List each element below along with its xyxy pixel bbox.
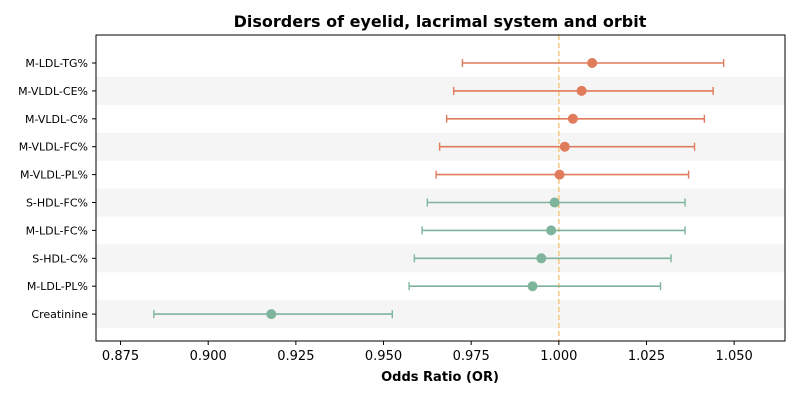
y-tick-label: M-LDL-PL% bbox=[27, 280, 88, 293]
y-axis: M-LDL-TG% M-VLDL-CE% M-VLDL-C% M-VLDL-FC% M-… bbox=[18, 57, 96, 321]
x-tick-label: 0.875 bbox=[102, 349, 139, 364]
or-point bbox=[536, 253, 547, 264]
or-point bbox=[567, 113, 578, 124]
x-tick-label: 1.000 bbox=[540, 349, 577, 364]
x-tick-label: 0.975 bbox=[453, 349, 490, 364]
y-tick-label: S-HDL-C% bbox=[32, 252, 88, 265]
plot-frame bbox=[95, 34, 786, 342]
x-tick-label: 1.050 bbox=[716, 349, 753, 364]
or-point bbox=[559, 141, 570, 152]
data-marks bbox=[153, 58, 725, 320]
or-point bbox=[587, 58, 598, 68]
y-tick-label: Creatinine bbox=[31, 308, 88, 321]
y-tick-label: S-HDL-FC% bbox=[26, 197, 88, 210]
y-tick-label: M-VLDL-FC% bbox=[19, 141, 88, 154]
x-axis: 0.875 0.900 0.925 0.950 0.975 1.000 1.025 1.050 bbox=[102, 341, 753, 364]
chart-title: Disorders of eyelid, lacrimal system and… bbox=[234, 12, 647, 31]
x-tick-label: 0.950 bbox=[365, 349, 402, 364]
or-point bbox=[554, 169, 565, 180]
or-point bbox=[549, 197, 560, 208]
or-point bbox=[576, 85, 587, 96]
or-point bbox=[266, 309, 277, 320]
or-point bbox=[527, 281, 538, 292]
y-tick-label: M-LDL-TG% bbox=[25, 57, 88, 70]
or-point bbox=[546, 225, 557, 236]
x-tick-label: 0.900 bbox=[190, 349, 227, 364]
y-tick-label: M-LDL-FC% bbox=[26, 224, 88, 237]
y-tick-label: M-VLDL-CE% bbox=[18, 85, 88, 98]
x-tick-label: 0.925 bbox=[277, 349, 314, 364]
x-tick-label: 1.025 bbox=[628, 349, 665, 364]
x-axis-label: Odds Ratio (OR) bbox=[381, 370, 499, 385]
y-tick-label: M-VLDL-C% bbox=[25, 113, 88, 126]
y-tick-label: M-VLDL-PL% bbox=[20, 169, 88, 182]
